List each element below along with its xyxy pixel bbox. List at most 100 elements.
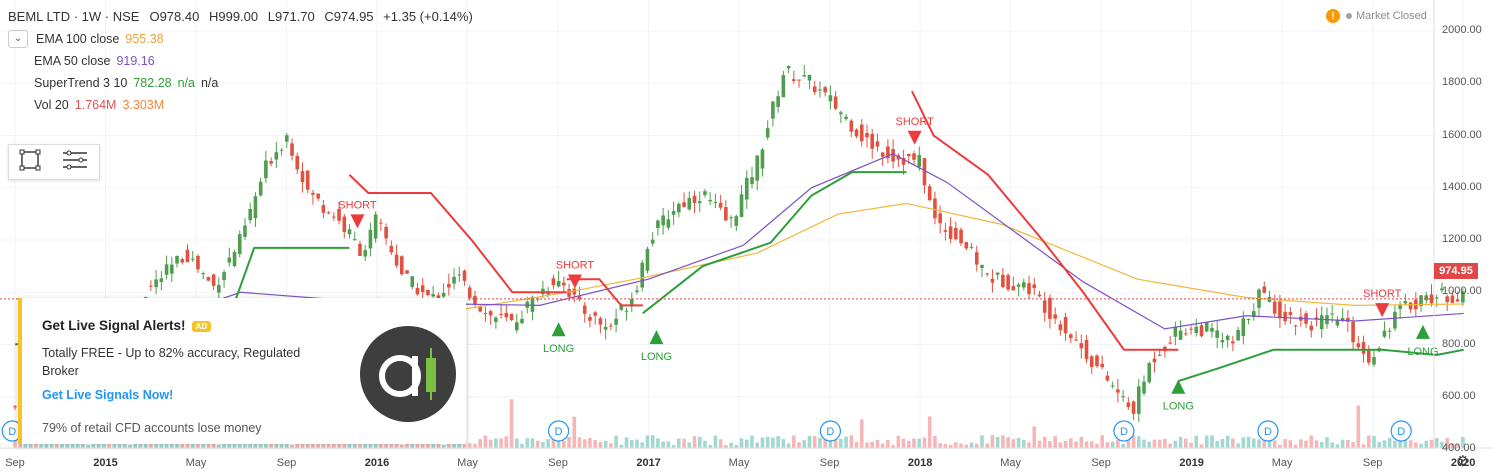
volume-bar xyxy=(875,439,880,448)
candle xyxy=(959,229,963,244)
candle xyxy=(368,229,373,249)
dividend-icon xyxy=(1257,420,1279,442)
volume-bar xyxy=(1387,437,1392,448)
candle xyxy=(1398,304,1402,310)
candle xyxy=(1236,329,1240,341)
volume-bar xyxy=(525,438,530,448)
candle xyxy=(478,306,482,312)
ad-headline: Get Live Signal Alerts! xyxy=(42,318,186,333)
volume-bar xyxy=(1314,440,1319,448)
volume-bar xyxy=(1272,440,1277,448)
candle xyxy=(1021,282,1026,288)
volume-bar xyxy=(112,440,117,448)
candle xyxy=(1027,283,1031,295)
candle xyxy=(833,96,838,109)
long-arrow-icon xyxy=(649,330,664,345)
indicator-ema50-label[interactable]: EMA 50 close xyxy=(34,54,111,68)
candle xyxy=(1006,275,1010,290)
volume-bar xyxy=(1330,442,1334,448)
candle xyxy=(1220,339,1225,343)
candle xyxy=(342,216,347,232)
volume-bar xyxy=(18,442,23,448)
lines-menu-icon[interactable] xyxy=(61,149,89,176)
supertrend-line xyxy=(642,171,907,314)
candle xyxy=(974,252,979,265)
volume-bar xyxy=(635,439,639,448)
volume-bar xyxy=(1225,435,1230,448)
candle xyxy=(170,264,174,274)
volume-bar xyxy=(588,437,592,448)
candle xyxy=(729,217,733,219)
candle xyxy=(562,282,566,286)
candle xyxy=(765,128,770,138)
candle xyxy=(149,285,153,287)
candle xyxy=(1001,274,1005,288)
candle xyxy=(514,322,519,331)
candle xyxy=(582,305,587,314)
volume-bar xyxy=(682,438,686,448)
candle xyxy=(629,299,634,307)
candle xyxy=(839,112,843,115)
candle xyxy=(264,160,268,179)
dividend-label: D xyxy=(8,426,16,438)
candle xyxy=(269,161,273,164)
indicator-supertrend-label[interactable]: SuperTrend 3 10 xyxy=(34,76,128,90)
candle xyxy=(1121,396,1125,398)
last-price-tag: 974.95 xyxy=(1434,263,1478,279)
volume-bar xyxy=(703,440,707,448)
candle xyxy=(206,276,211,281)
candle xyxy=(1440,288,1444,291)
volume-bar xyxy=(222,440,226,448)
indicator-ema100-label[interactable]: EMA 100 close xyxy=(36,32,120,46)
x-axis-label: May xyxy=(185,457,207,469)
volume-bar xyxy=(1027,442,1031,448)
volume-bar xyxy=(755,442,760,448)
candle xyxy=(1278,301,1282,319)
supertrend-line xyxy=(1177,348,1464,383)
symbol-title[interactable]: BEML LTD · 1W · NSE xyxy=(8,9,140,24)
volume-bar xyxy=(436,441,441,448)
candle xyxy=(13,406,17,408)
volume-bar xyxy=(1089,441,1094,448)
volume-bar xyxy=(1288,440,1293,448)
x-axis-label: 2019 xyxy=(1179,457,1204,469)
volume-bar xyxy=(504,436,509,448)
candle xyxy=(1434,297,1439,299)
ad-link[interactable]: Get Live Signals Now! xyxy=(42,388,174,402)
candle xyxy=(1272,301,1277,314)
volume-bar xyxy=(1178,436,1183,448)
gear-icon[interactable]: ⚙ xyxy=(1456,453,1470,470)
candle xyxy=(499,313,503,315)
volume-bar xyxy=(1429,439,1434,448)
candle xyxy=(739,194,744,217)
volume-bar xyxy=(1189,442,1193,448)
rectangle-tool-icon[interactable] xyxy=(19,149,41,176)
volume-bar xyxy=(488,439,493,448)
volume-bar xyxy=(138,444,143,448)
volume-bar xyxy=(1095,443,1099,448)
a-logo-icon[interactable] xyxy=(360,326,456,422)
volume-bar xyxy=(1325,437,1329,448)
volume-bar xyxy=(478,439,482,448)
candle xyxy=(865,132,869,138)
candle xyxy=(640,262,645,288)
candle xyxy=(771,101,775,119)
candle xyxy=(1016,284,1021,287)
indicator-volume-label[interactable]: Vol 20 xyxy=(34,98,69,112)
volume-bar xyxy=(927,416,932,448)
candle xyxy=(656,220,660,229)
candle xyxy=(990,278,995,283)
volume-bar xyxy=(1246,436,1251,448)
candle xyxy=(1105,375,1110,381)
volume-bar xyxy=(1110,441,1115,448)
volume-bar xyxy=(1147,441,1152,448)
collapse-legend-chevron-icon[interactable]: ⌄ xyxy=(8,30,28,48)
volume-bar xyxy=(697,436,702,448)
candle xyxy=(1393,311,1397,329)
warning-icon[interactable]: ! xyxy=(1326,9,1340,23)
ad-banner[interactable]: Get Live Signal Alerts! AD Totally FREE -… xyxy=(18,298,466,444)
candle xyxy=(1241,318,1246,337)
volume-bar xyxy=(1414,442,1418,448)
volume-bar xyxy=(1366,435,1371,448)
volume-bar xyxy=(849,435,854,448)
